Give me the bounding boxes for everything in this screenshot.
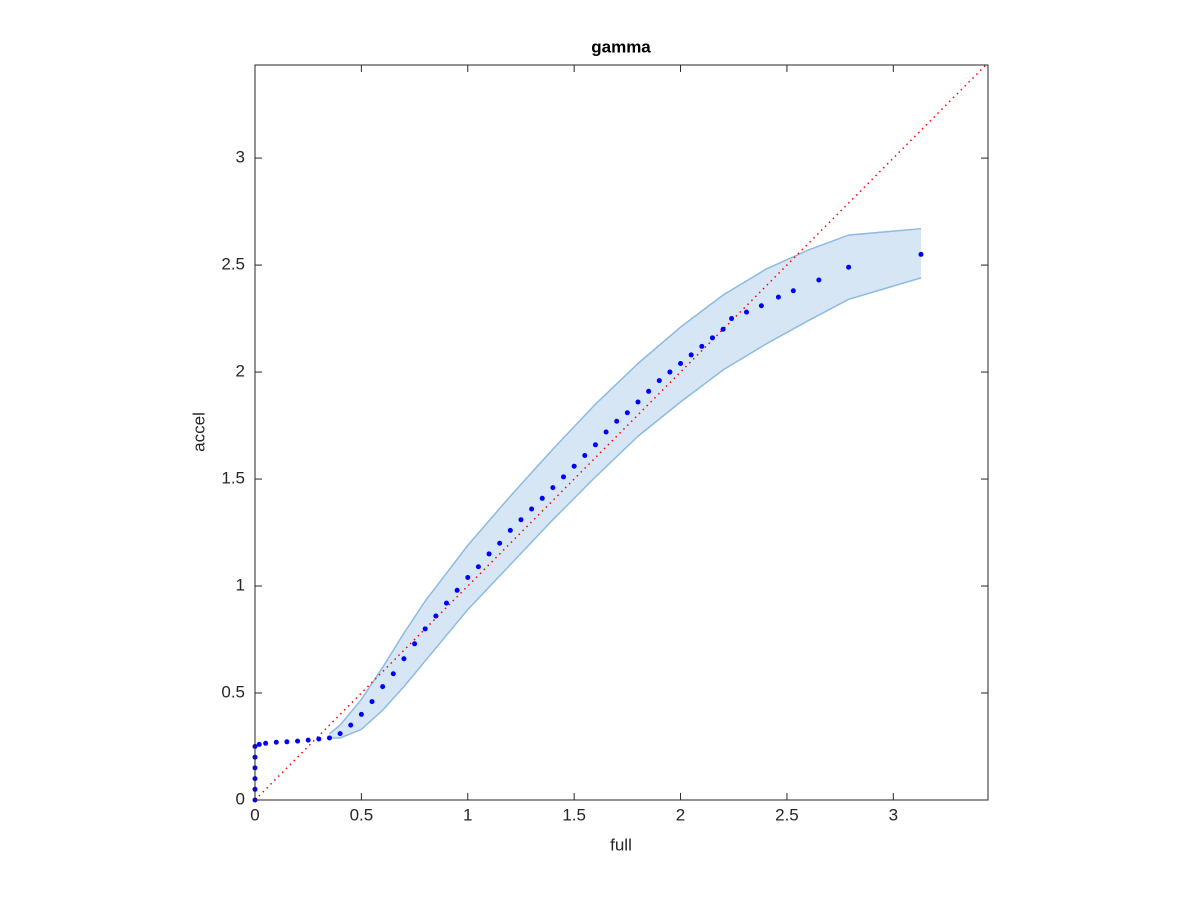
data-point: [550, 485, 556, 491]
data-point: [295, 738, 301, 744]
y-tick-label: 0.5: [221, 682, 245, 701]
data-point: [443, 600, 449, 606]
y-tick-label: 1.5: [221, 469, 245, 488]
x-tick-label: 0.5: [350, 805, 374, 824]
data-point: [846, 264, 852, 270]
data-point: [571, 463, 577, 469]
data-point: [390, 671, 396, 677]
data-point: [486, 551, 492, 557]
y-tick-label: 1: [236, 576, 245, 595]
confidence-band: [329, 228, 921, 738]
data-point: [348, 722, 354, 728]
y-tick-label: 3: [236, 148, 245, 167]
x-tick-label: 1.5: [562, 805, 586, 824]
data-point: [326, 735, 332, 741]
data-point: [284, 739, 290, 745]
band-upper-edge: [329, 227, 922, 735]
data-point: [688, 352, 694, 358]
data-point: [401, 656, 407, 662]
data-point: [709, 335, 715, 341]
data-point: [273, 739, 279, 745]
data-point: [775, 294, 781, 300]
data-point: [667, 369, 673, 375]
x-tick-label: 2: [676, 805, 685, 824]
data-point: [337, 731, 343, 737]
data-point: [790, 288, 796, 294]
x-tick-label: 1: [463, 805, 472, 824]
data-point: [518, 517, 524, 523]
x-tick-label: 3: [889, 805, 898, 824]
plot-frame: [254, 64, 989, 801]
y-tick-label: 0: [236, 789, 245, 808]
data-point: [699, 343, 705, 349]
data-point: [646, 388, 652, 394]
data-point: [256, 741, 262, 747]
x-tick-label: 2.5: [775, 805, 799, 824]
data-point: [561, 474, 567, 480]
data-point: [454, 587, 460, 593]
data-point: [539, 495, 545, 501]
data-point: [358, 711, 364, 717]
y-axis-label: accel: [189, 412, 208, 452]
x-axis-label: full: [610, 835, 632, 854]
data-point: [529, 506, 535, 512]
data-point: [592, 442, 598, 448]
data-point: [744, 309, 750, 315]
data-point: [614, 418, 620, 424]
data-point: [729, 316, 735, 322]
data-point: [758, 303, 764, 309]
data-point: [918, 251, 924, 257]
data-point: [507, 527, 513, 533]
band-lower-edge: [329, 277, 922, 739]
data-point: [624, 410, 630, 416]
data-point: [412, 641, 418, 647]
data-point: [635, 399, 641, 405]
data-point: [720, 326, 726, 332]
data-point: [422, 626, 428, 632]
data-point: [305, 737, 311, 743]
data-point: [380, 684, 386, 690]
data-point: [656, 378, 662, 384]
data-point: [316, 736, 322, 742]
chart-title: gamma: [591, 37, 651, 56]
y-tick-label: 2.5: [221, 255, 245, 274]
data-point: [263, 740, 269, 746]
data-point: [497, 540, 503, 546]
data-point: [465, 574, 471, 580]
y-tick-label: 2: [236, 362, 245, 381]
data-point: [603, 429, 609, 435]
data-point: [475, 564, 481, 570]
x-tick-label: 0: [250, 805, 259, 824]
data-point: [816, 277, 822, 283]
data-point: [582, 453, 588, 459]
data-point: [433, 613, 439, 619]
data-point: [369, 699, 375, 705]
data-point: [678, 360, 684, 366]
